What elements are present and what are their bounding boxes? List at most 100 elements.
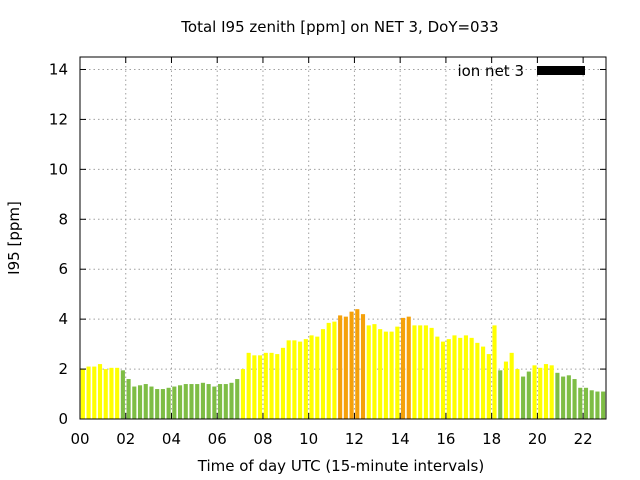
x-tick-label: 04 <box>162 430 181 448</box>
x-tick-label: 14 <box>391 430 410 448</box>
bar <box>418 325 423 419</box>
bar <box>566 375 571 419</box>
bar <box>240 369 246 419</box>
bar <box>395 326 400 419</box>
bar <box>406 316 411 419</box>
bar <box>349 311 354 419</box>
bar <box>183 384 188 419</box>
bars <box>80 309 606 419</box>
bar <box>486 354 491 419</box>
bar <box>538 367 543 419</box>
bar <box>97 364 103 419</box>
y-axis-label: I95 [ppm] <box>5 201 23 275</box>
bar <box>463 335 468 419</box>
bar <box>475 342 480 419</box>
bar <box>292 340 297 419</box>
bar <box>155 389 160 419</box>
bar <box>555 372 560 419</box>
grid <box>80 57 606 419</box>
bar <box>583 387 589 419</box>
bar <box>458 337 463 419</box>
bar <box>206 384 211 419</box>
bar <box>286 340 291 419</box>
bar <box>423 325 428 419</box>
bar <box>452 335 457 419</box>
x-tick-label: 12 <box>345 430 364 448</box>
bar <box>589 390 594 419</box>
bar <box>298 341 303 419</box>
bar <box>355 309 360 419</box>
bar <box>595 391 600 419</box>
bar <box>235 379 240 419</box>
x-axis-label: Time of day UTC (15-minute intervals) <box>197 457 484 475</box>
bar <box>86 366 91 419</box>
bar <box>503 361 509 419</box>
x-tick-label: 06 <box>208 430 227 448</box>
bar <box>389 331 394 419</box>
bar <box>469 337 474 419</box>
bar <box>521 376 526 419</box>
bar <box>115 367 120 419</box>
bar <box>343 316 348 419</box>
bar <box>309 335 314 419</box>
bar <box>120 370 125 419</box>
bar <box>572 379 577 419</box>
x-tick-label: 02 <box>116 430 135 448</box>
bar <box>109 367 114 419</box>
bar <box>80 369 85 419</box>
bar <box>160 389 165 419</box>
bar <box>126 379 131 419</box>
bar <box>212 386 217 419</box>
bar <box>172 386 177 419</box>
bar <box>435 336 440 419</box>
bar <box>137 385 143 419</box>
bar <box>189 384 194 419</box>
legend-label: ion net 3 <box>457 62 524 80</box>
bar <box>338 315 343 419</box>
bar <box>195 384 200 419</box>
bar <box>383 331 388 419</box>
y-tick-label: 12 <box>49 110 68 128</box>
bar <box>372 324 377 419</box>
x-tick-label: 00 <box>70 430 89 448</box>
bar <box>515 369 520 419</box>
y-tick-label: 8 <box>58 210 68 228</box>
bar <box>275 354 280 419</box>
bar <box>200 382 205 419</box>
bar <box>218 384 223 419</box>
bar <box>366 325 371 419</box>
bar <box>223 384 228 419</box>
bar <box>549 365 554 419</box>
chart-title: Total I95 zenith [ppm] on NET 3, DoY=033 <box>180 18 498 36</box>
bar <box>320 329 326 419</box>
bar <box>132 386 137 419</box>
bar <box>229 382 234 419</box>
x-tick-label: 08 <box>253 430 272 448</box>
bar <box>412 325 417 419</box>
bar <box>429 327 434 419</box>
legend-swatch <box>537 66 585 75</box>
bar <box>92 366 97 419</box>
bar <box>149 386 154 419</box>
bar <box>326 322 331 419</box>
y-tick-label: 6 <box>58 260 68 278</box>
bar <box>246 352 251 419</box>
x-tick-label: 10 <box>299 430 318 448</box>
bar <box>526 371 531 419</box>
bar <box>280 347 286 419</box>
bar <box>315 336 320 419</box>
y-tick-label: 0 <box>58 410 68 428</box>
bar <box>492 325 497 419</box>
legend: ion net 3 <box>457 62 585 80</box>
y-tick-label: 4 <box>58 310 68 328</box>
bar <box>103 369 108 419</box>
bar <box>578 387 583 419</box>
x-tick-label: 18 <box>482 430 501 448</box>
bar <box>258 355 263 419</box>
bar <box>400 317 406 419</box>
bar <box>332 321 337 419</box>
bar <box>498 370 503 419</box>
x-tick-label: 16 <box>436 430 455 448</box>
